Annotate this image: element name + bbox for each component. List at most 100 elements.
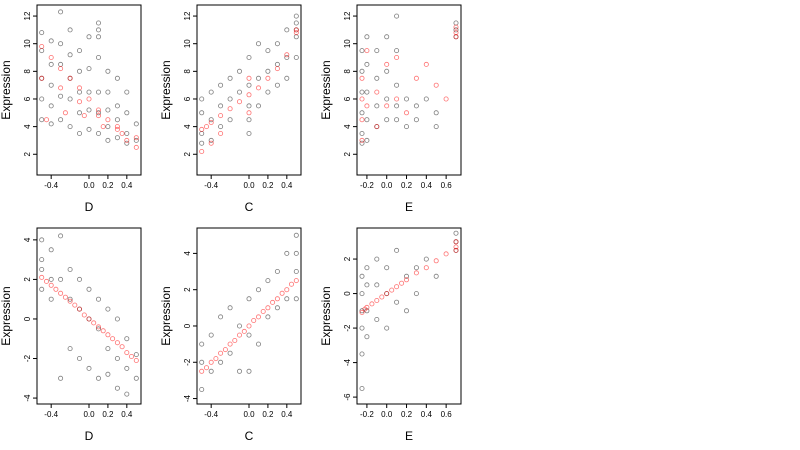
fitted-point	[364, 48, 370, 54]
observed-point	[208, 117, 214, 123]
scatter-panel-2: -0.4 0.0 0.2 0.4 2 4 6 8 10 12 C Expression	[159, 4, 302, 214]
fitted-point	[77, 85, 83, 91]
observed-point	[246, 368, 252, 374]
observed-point	[364, 117, 370, 123]
y-tick-label: 8	[183, 69, 192, 74]
fitted-point	[81, 312, 87, 318]
observed-point	[255, 287, 261, 293]
observed-point	[374, 256, 380, 262]
y-tick-label: 2	[343, 151, 352, 156]
fitted-point	[44, 117, 50, 123]
observed-point	[359, 273, 365, 279]
observed-point	[284, 27, 290, 33]
observed-point	[48, 247, 54, 253]
fitted-point	[53, 286, 59, 292]
observed-point	[246, 82, 252, 88]
observed-point	[265, 48, 271, 54]
observed-point	[77, 48, 83, 54]
observed-point	[274, 305, 280, 311]
observed-point	[218, 103, 224, 109]
fitted-point	[246, 110, 252, 116]
y-tick-label: -2	[343, 324, 352, 332]
fitted-point	[453, 244, 459, 250]
observed-point	[86, 126, 92, 132]
fitted-point	[284, 52, 290, 58]
observed-point	[413, 291, 419, 297]
fitted-point	[274, 296, 280, 302]
fitted-point	[62, 110, 68, 116]
fitted-point	[364, 304, 370, 310]
observed-point	[413, 103, 419, 109]
observed-point	[48, 82, 54, 88]
y-tick-label: 4	[183, 251, 192, 256]
fitted-point	[91, 320, 97, 326]
fitted-point	[58, 290, 64, 296]
observed-point	[133, 352, 139, 358]
fitted-point	[255, 314, 261, 320]
observed-point	[105, 371, 111, 377]
x-tick-label: -0.4	[44, 181, 58, 190]
observed-point	[265, 314, 271, 320]
x-tick-label: 0.4	[421, 410, 433, 419]
observed-point	[364, 334, 370, 340]
observed-point	[394, 48, 400, 54]
observed-point	[199, 341, 205, 347]
x-tick-label: 0.4	[421, 181, 433, 190]
fitted-point	[96, 107, 102, 113]
fitted-point	[453, 34, 459, 40]
observed-point	[236, 68, 242, 74]
x-tick-label: 0.0	[83, 181, 95, 190]
y-tick-label: 2	[183, 151, 192, 156]
observed-point	[105, 89, 111, 95]
observed-point	[293, 250, 299, 256]
observed-point	[39, 266, 45, 272]
observed-point	[96, 296, 102, 302]
observed-point	[133, 137, 139, 143]
fitted-point	[100, 328, 106, 334]
fitted-point	[413, 270, 419, 276]
observed-point	[384, 325, 390, 331]
fitted-point	[359, 96, 365, 102]
fitted-point	[364, 103, 370, 109]
observed-point	[374, 48, 380, 54]
fitted-point	[443, 251, 449, 257]
fitted-point	[274, 66, 280, 72]
y-tick-label: -4	[343, 358, 352, 366]
fitted-point	[246, 92, 252, 98]
y-tick-label: 4	[343, 124, 352, 129]
observed-point	[246, 55, 252, 61]
fitted-point	[293, 27, 299, 33]
y-tick-label: 0	[343, 291, 352, 296]
y-tick-label: 10	[23, 39, 32, 48]
observed-point	[359, 48, 365, 54]
fitted-point	[359, 75, 365, 81]
observed-point	[227, 350, 233, 356]
plot-frame	[356, 4, 462, 176]
observed-point	[364, 265, 370, 271]
x-axis-label: D	[85, 429, 94, 443]
scatter-panel-3: -0.2 0.0 0.2 0.4 0.6 2 4 6 8 10 12 E Expression	[319, 4, 462, 214]
y-tick-label: -2	[23, 354, 32, 362]
fitted-point	[208, 140, 214, 146]
observed-point	[284, 75, 290, 81]
y-tick-label: 2	[23, 277, 32, 282]
observed-point	[67, 96, 73, 102]
observed-point	[48, 296, 54, 302]
fitted-point	[359, 309, 365, 315]
fitted-point	[423, 61, 429, 67]
fitted-point	[67, 298, 73, 304]
scatter-panel-6: -0.2 0.0 0.2 0.4 0.6 -6 -4 -2 0 2 E Expression	[319, 227, 462, 443]
fitted-point	[58, 85, 64, 91]
observed-point	[403, 273, 409, 279]
fitted-point	[265, 75, 271, 81]
observed-point	[58, 9, 64, 15]
observed-point	[403, 124, 409, 130]
observed-point	[284, 296, 290, 302]
observed-point	[227, 75, 233, 81]
fitted-point	[374, 89, 380, 95]
observed-point	[293, 55, 299, 61]
observed-point	[227, 117, 233, 123]
observed-point	[96, 27, 102, 33]
y-tick-label: 8	[343, 69, 352, 74]
